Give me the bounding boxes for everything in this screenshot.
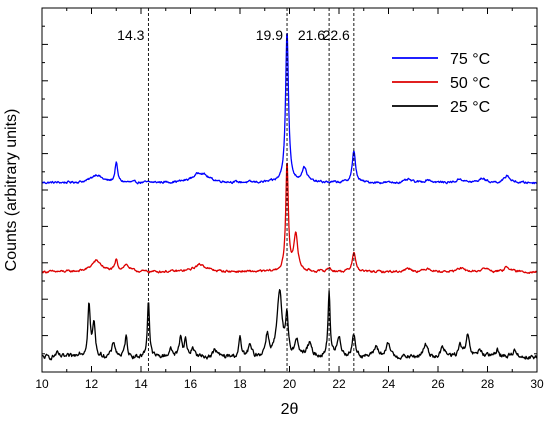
x-tick-label: 10 [35, 377, 49, 391]
x-axis-title: 2θ [281, 401, 299, 418]
series-line [42, 289, 537, 361]
annotation-label: 19.9 [256, 27, 283, 43]
x-tick-label: 22 [332, 377, 346, 391]
x-tick-label: 20 [283, 377, 297, 391]
series-line [42, 162, 537, 275]
y-axis-title: Counts (arbitrary units) [3, 109, 20, 272]
x-tick-label: 28 [481, 377, 495, 391]
series-line [42, 33, 537, 185]
legend-label: 25 °C [450, 99, 490, 116]
x-tick-label: 18 [233, 377, 247, 391]
annotation-labels: 14.3 19.9 21.622.6 [117, 27, 350, 43]
annotation-label: 22.6 [323, 27, 350, 43]
y-axis-ticks [42, 7, 537, 373]
x-tick-label: 12 [85, 377, 99, 391]
plot-area [42, 8, 537, 372]
annotation-label: 14.3 [117, 27, 144, 43]
x-tick-label: 16 [184, 377, 198, 391]
legend-label: 75 °C [450, 51, 490, 68]
x-axis-ticks: 10 12 14 16 18 20 22 24 26 28 30 [35, 8, 544, 391]
x-tick-label: 24 [382, 377, 396, 391]
annotation-label: 21.6 [298, 27, 325, 43]
x-tick-label: 14 [134, 377, 148, 391]
annotation-lines [147, 8, 355, 372]
series-layer [42, 33, 537, 361]
legend-label: 50 °C [450, 75, 490, 92]
legend: 75 °C 50 °C 25 °C [392, 51, 490, 116]
x-tick-label: 30 [530, 377, 544, 391]
x-tick-label: 26 [431, 377, 445, 391]
